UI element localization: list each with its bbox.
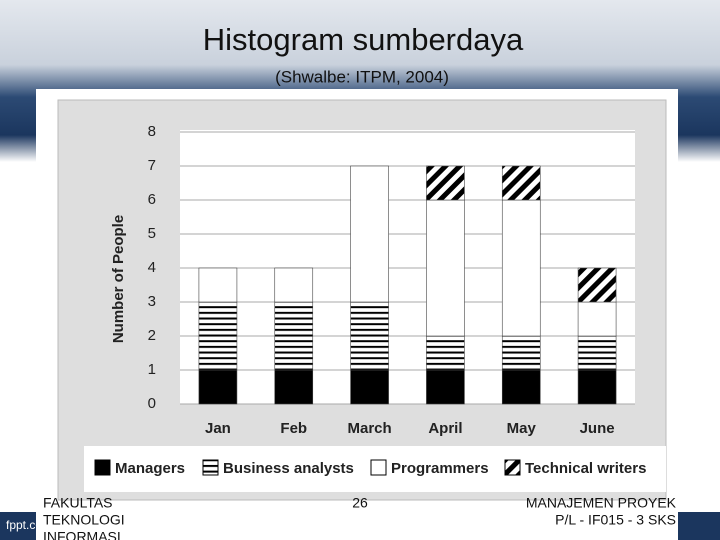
y-tick-label: 5 [148,225,156,242]
bar-segment [501,335,541,371]
footer: FAKULTAS TEKNOLOGI INFORMASI 26 MANAJEME… [43,495,677,540]
bar-segment [426,369,465,405]
bar-segment [577,267,617,303]
bar-segment [577,369,617,405]
x-tick-label: Jan [205,420,231,437]
legend-swatch [202,459,219,476]
y-tick-label: 8 [148,123,156,140]
bar-segment [501,369,541,405]
bar-segment [426,165,465,201]
bar-segment [198,267,238,303]
y-axis-label: Number of People [110,215,127,343]
bar-segment [350,369,389,405]
legend-label: Managers [115,460,185,477]
bar-segment [350,165,389,303]
footer-left: INFORMASI [43,529,121,540]
y-tick-label: 7 [148,157,156,174]
y-tick-label: 4 [148,259,156,276]
x-tick-label: April [428,420,462,437]
footer-left: TEKNOLOGI [43,512,125,528]
x-tick-label: June [580,420,615,437]
x-tick-label: Feb [280,420,307,437]
bar-segment [274,369,314,405]
plot-area [180,130,635,404]
bar-segment [274,267,314,303]
bar-segment [577,301,617,337]
y-tick-label: 6 [148,191,156,208]
y-tick-label: 1 [148,361,156,378]
page-number: 26 [352,495,368,511]
y-tick-label: 0 [148,395,156,412]
y-tick-label: 2 [148,327,156,344]
bar-segment [426,335,465,371]
legend-label: Programmers [391,460,489,477]
bar-segment [274,301,314,371]
legend-swatch [94,459,111,476]
footer-left: FAKULTAS [43,495,113,511]
y-tick-label: 3 [148,293,156,310]
footer-right: MANAJEMEN PROYEK [526,495,677,511]
plot: 0 1 2 3 4 5 6 7 8 Jan Feb March April May June Managers… [94,123,646,477]
bar-segment [198,369,238,405]
slide-title: Histogram sumberdaya [203,22,524,57]
footer-right: P/L - IF015 - 3 SKS [555,512,676,528]
x-tick-label: March [347,420,391,437]
bar-segment [198,301,238,371]
x-tick-label: May [507,420,537,437]
bar-segment [350,301,389,371]
legend-label: Business analysts [223,460,354,477]
legend-label: Technical writers [525,460,646,477]
legend-swatch [370,459,387,476]
legend-swatch [504,459,521,476]
bar-segment [426,199,465,337]
bar-segment [577,335,617,371]
bar-segment [501,199,541,337]
bar-segment [501,165,541,201]
slide-subtitle: (Shwalbe: ITPM, 2004) [275,67,449,86]
